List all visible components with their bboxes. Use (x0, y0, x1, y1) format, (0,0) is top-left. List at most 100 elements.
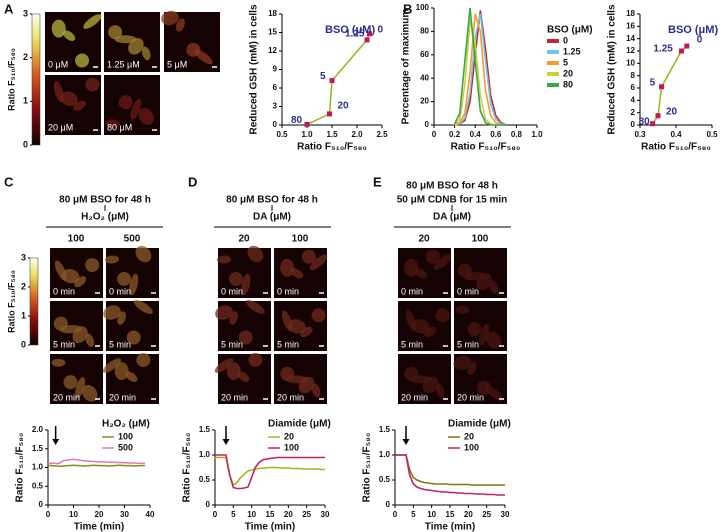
cell (175, 18, 185, 32)
panel-header: 50 μM CDNB for 15 min (397, 195, 508, 206)
legend-title: H₂O₂ (μM) (102, 419, 150, 430)
cell (455, 305, 470, 314)
point-label: 5 (650, 77, 656, 88)
x-tick-label: 10 (69, 510, 78, 519)
factor-label: DA (μM) (253, 212, 291, 223)
cell (288, 319, 306, 334)
cell (435, 308, 450, 323)
cell (245, 300, 265, 314)
time-label: 0 min (53, 286, 75, 296)
cell (63, 375, 78, 390)
arrow-head (222, 439, 230, 445)
legend-title: Diamide (μM) (268, 419, 331, 430)
point (304, 121, 310, 127)
cell (82, 384, 98, 402)
cell (129, 273, 139, 296)
column-label: 100 (472, 234, 489, 245)
point (684, 43, 690, 49)
series-line (395, 454, 505, 486)
x-axis-label: Ratio F₅₁₀/F₅₈₀ (451, 142, 521, 153)
y-tick-label: 0.5 (32, 481, 44, 490)
time-label: 20 min (109, 392, 136, 402)
cell (467, 322, 482, 337)
x-tick-label: 15 (266, 510, 275, 519)
cell (135, 245, 152, 263)
legend-label: 80 (563, 79, 573, 89)
point-label: 80 (639, 116, 651, 127)
legend-title: BSO (μM) (325, 24, 375, 36)
panel-label: B (403, 1, 412, 16)
x-tick-label: 10 (427, 510, 436, 519)
point (655, 113, 661, 119)
cell (133, 300, 153, 314)
x-tick-label: 0.4 (670, 130, 682, 139)
colorbar-tick-label: 0 (23, 139, 28, 149)
x-axis-label: Ratio F₅₁₀/F₅₈₀ (297, 142, 367, 153)
cell (136, 353, 151, 367)
x-tick-label: 40 (146, 510, 155, 519)
x-tick-label: 30 (501, 510, 510, 519)
legend-label: 100 (118, 431, 133, 441)
time-label: 20 min (401, 392, 428, 402)
y-tick-label: 0 (39, 500, 44, 509)
x-tick-label: 0.8 (511, 130, 523, 139)
cell (74, 276, 87, 288)
y-tick-label: 0.5 (379, 475, 391, 484)
y-axis-label: Reduced GSH (mM) in cells (607, 4, 618, 134)
cell (280, 258, 295, 277)
time-label: 5 min (109, 339, 131, 349)
y-tick-label: 9 (273, 65, 278, 74)
series-line (454, 10, 507, 126)
cell (301, 249, 316, 264)
cell (405, 310, 417, 332)
column-label: 100 (292, 234, 309, 245)
cell (85, 333, 95, 347)
cell (435, 383, 445, 398)
cell (489, 280, 499, 294)
y-tick-label: 1.0 (199, 450, 211, 459)
series-line (48, 464, 145, 468)
x-axis-label: Ratio F₅₁₀/F₅₈₀ (641, 142, 711, 153)
cell (486, 331, 502, 349)
cell (85, 258, 100, 273)
x-tick-label: 0.3 (634, 130, 646, 139)
colorbar (31, 13, 41, 146)
cell (103, 305, 121, 320)
y-tick-label: 60 (420, 50, 429, 59)
y-axis-label: Ratio F₅₁₀/F₅₈₀ (182, 433, 193, 503)
x-tick-label: 20 (284, 510, 293, 519)
cell (214, 358, 234, 373)
colorbar-tick-label: 3 (21, 252, 26, 262)
panel-header: 80 μM BSO for 48 h (226, 195, 318, 206)
cell (54, 260, 67, 281)
cell (117, 271, 132, 286)
factor-label: DA (μM) (433, 212, 471, 223)
point (367, 31, 372, 37)
point-label: 20 (666, 106, 678, 117)
cell (226, 362, 241, 381)
x-tick-label: 0.5 (276, 130, 288, 139)
colorbar-tick-label: 2 (21, 281, 26, 291)
cell (161, 10, 179, 26)
x-tick-label: 5 (231, 510, 236, 519)
colorbar (29, 257, 39, 346)
y-tick-label: 10 (626, 58, 635, 67)
point-label: 20 (338, 101, 350, 112)
legend-label: 500 (118, 442, 133, 452)
cell (247, 245, 264, 263)
cell (53, 316, 68, 331)
point (327, 111, 332, 117)
colorbar-tick-label: 3 (23, 8, 28, 18)
legend-title: BSO (μM) (547, 25, 593, 36)
point-label: 0 (697, 35, 703, 46)
cell (281, 310, 293, 332)
y-tick-label: 0.5 (199, 475, 211, 484)
y-tick-label: 6 (631, 83, 636, 92)
cell (138, 107, 154, 125)
panel-label: E (373, 174, 382, 189)
panel-label: D (188, 174, 197, 189)
x-tick-label: 0 (213, 510, 218, 519)
y-tick-label: 12 (626, 46, 635, 55)
x-axis-label: Time (min) (425, 522, 475, 532)
